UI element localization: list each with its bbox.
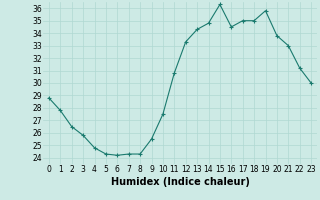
X-axis label: Humidex (Indice chaleur): Humidex (Indice chaleur) bbox=[111, 177, 249, 187]
